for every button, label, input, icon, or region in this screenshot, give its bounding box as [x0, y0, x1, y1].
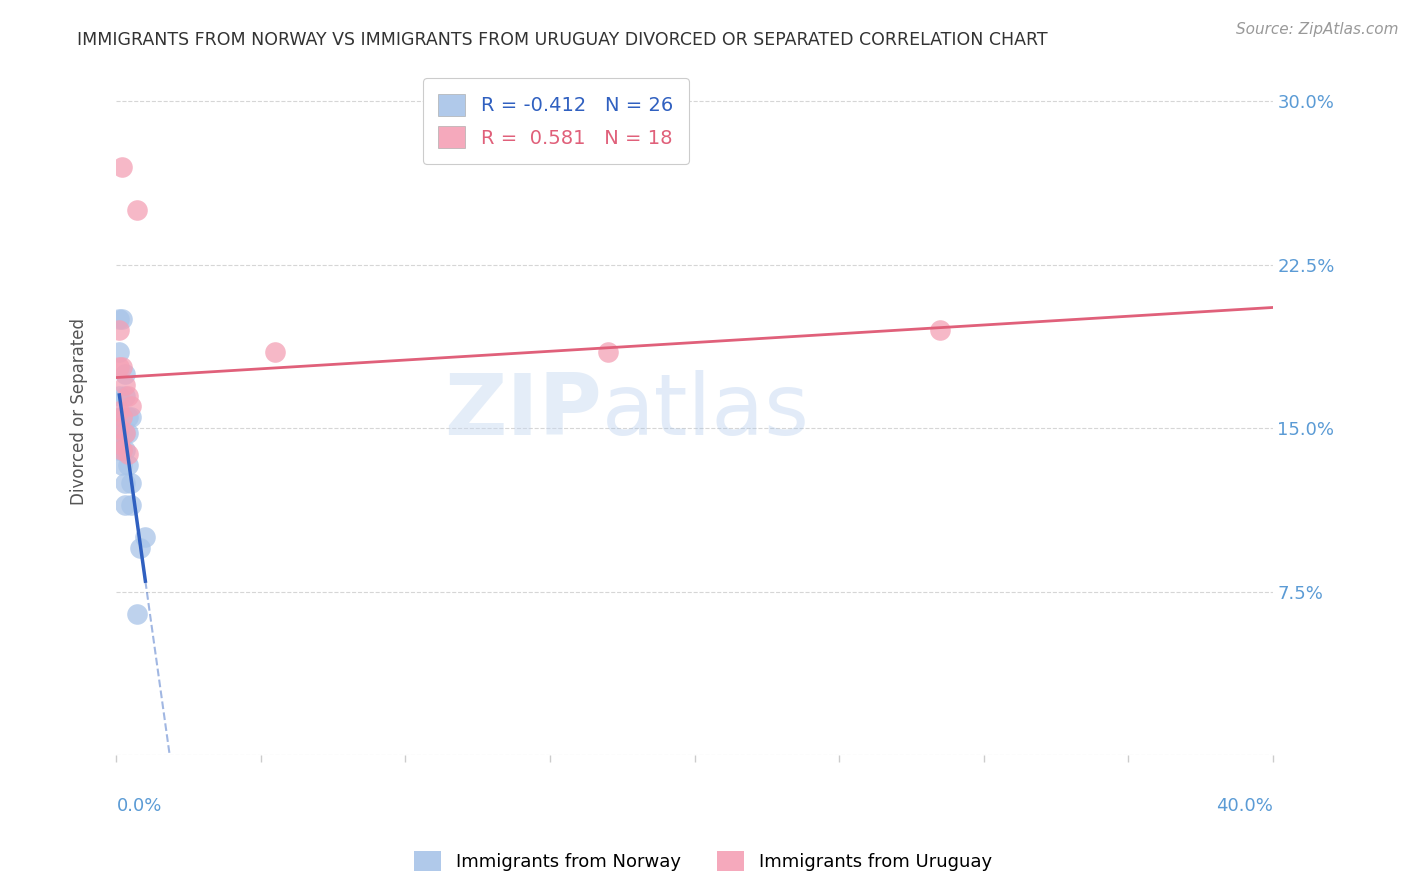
Point — [120, 400, 142, 414]
Point — [114, 377, 136, 392]
Point — [111, 443, 134, 458]
Point — [108, 404, 131, 418]
Text: ZIP: ZIP — [444, 370, 602, 453]
Point — [120, 475, 142, 490]
Point — [111, 410, 134, 425]
Point — [108, 360, 131, 375]
Point — [596, 345, 619, 359]
Point — [111, 312, 134, 326]
Point — [108, 421, 131, 435]
Point — [120, 410, 142, 425]
Point — [128, 541, 150, 556]
Point — [117, 447, 139, 461]
Point — [114, 475, 136, 490]
Point — [111, 458, 134, 473]
Point — [108, 425, 131, 440]
Point — [125, 607, 148, 621]
Point — [111, 360, 134, 375]
Text: IMMIGRANTS FROM NORWAY VS IMMIGRANTS FROM URUGUAY DIVORCED OR SEPARATED CORRELAT: IMMIGRANTS FROM NORWAY VS IMMIGRANTS FRO… — [77, 31, 1047, 49]
Text: Source: ZipAtlas.com: Source: ZipAtlas.com — [1236, 22, 1399, 37]
Point — [114, 425, 136, 440]
Point — [114, 498, 136, 512]
Point — [111, 160, 134, 174]
Point — [114, 443, 136, 458]
Point — [264, 345, 287, 359]
Point — [108, 312, 131, 326]
Point — [111, 443, 134, 458]
Text: atlas: atlas — [602, 370, 810, 453]
Point — [117, 425, 139, 440]
Point — [114, 367, 136, 381]
Legend: Immigrants from Norway, Immigrants from Uruguay: Immigrants from Norway, Immigrants from … — [408, 844, 998, 879]
Text: 40.0%: 40.0% — [1216, 797, 1272, 814]
Point — [117, 458, 139, 473]
Point — [114, 425, 136, 440]
Point — [108, 388, 131, 402]
Point — [111, 410, 134, 425]
Text: Divorced or Separated: Divorced or Separated — [69, 318, 87, 506]
Point — [120, 498, 142, 512]
Point — [114, 388, 136, 402]
Text: 0.0%: 0.0% — [117, 797, 162, 814]
Point — [108, 443, 131, 458]
Point — [108, 410, 131, 425]
Point — [125, 203, 148, 218]
Point — [108, 323, 131, 337]
Legend: R = -0.412   N = 26, R =  0.581   N = 18: R = -0.412 N = 26, R = 0.581 N = 18 — [423, 78, 689, 164]
Point — [134, 530, 156, 544]
Point — [929, 323, 952, 337]
Point — [111, 425, 134, 440]
Point — [117, 388, 139, 402]
Point — [108, 345, 131, 359]
Point — [108, 436, 131, 450]
Point — [117, 410, 139, 425]
